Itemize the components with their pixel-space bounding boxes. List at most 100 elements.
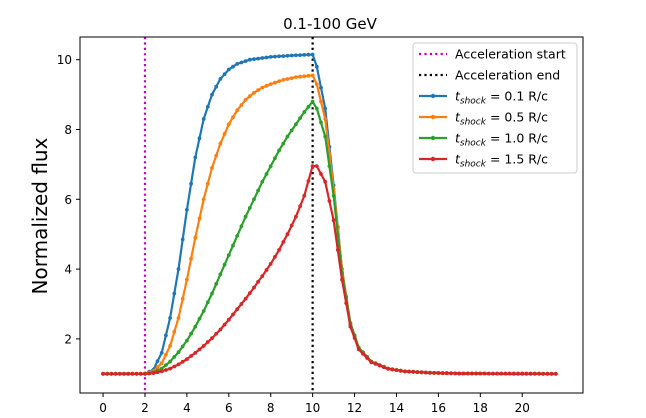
series-0-point-13 <box>155 359 160 364</box>
series-3-point-22 <box>193 351 198 355</box>
series-3-point-51 <box>314 164 319 169</box>
series-2-point-32 <box>235 234 240 238</box>
series-3-point-18 <box>176 362 181 367</box>
series-2-point-45 <box>289 128 294 133</box>
series-3-point-45 <box>289 223 294 228</box>
legend: Acceleration start Acceleration end tshock… <box>412 42 578 174</box>
series-1-point-47 <box>298 74 302 79</box>
series-1-point-20 <box>185 277 189 282</box>
x-tick-label-8: 16 <box>431 401 446 415</box>
series-1-point-31 <box>231 115 235 120</box>
series-3-point-2 <box>109 371 114 376</box>
series-0-point-50 <box>310 52 315 57</box>
legend-series-label-0: tshock = 0.1 R/c <box>455 89 548 107</box>
series-1-point-23 <box>197 216 202 221</box>
series-2-point-29 <box>222 262 227 267</box>
series-3-point-92 <box>486 371 491 376</box>
y-tick-label-0: 2 <box>64 332 72 346</box>
series-3-point-3 <box>113 371 118 376</box>
series-3-point-20 <box>185 357 189 361</box>
series-3-point-72 <box>403 369 407 374</box>
series-3-point-16 <box>168 366 173 371</box>
series-2-point-17 <box>172 355 177 359</box>
series-1-point-19 <box>180 296 185 301</box>
series-2-point-39 <box>264 172 269 176</box>
series-1-point-33 <box>239 103 244 107</box>
series-0-point-26 <box>210 92 214 97</box>
series-2-point-23 <box>197 316 202 321</box>
legend-series-label-3: tshock = 1.5 R/c <box>455 152 548 170</box>
series-0-point-51 <box>314 64 319 69</box>
series-2-point-21 <box>189 331 194 336</box>
series-1-point-53 <box>323 117 328 121</box>
series-1-point-25 <box>205 181 210 186</box>
series-3-point-49 <box>306 179 311 183</box>
series-3-point-84 <box>453 371 458 376</box>
series-3-point-79 <box>432 371 437 375</box>
vertical-lines <box>143 37 314 393</box>
series-3-point-26 <box>210 336 214 341</box>
y-tick-label-3: 8 <box>64 123 72 137</box>
series-1-point-26 <box>210 166 214 170</box>
series-3-point-21 <box>189 354 194 358</box>
series-3-point-60 <box>352 336 357 340</box>
series-3-point-108 <box>553 371 558 376</box>
series-0-point-41 <box>273 54 277 59</box>
series-3-point-76 <box>419 370 424 375</box>
series-1-point-35 <box>247 94 252 99</box>
legend-series-marker-3 <box>430 156 436 162</box>
series-3-point-0 <box>101 371 105 376</box>
series-0-point-30 <box>226 67 231 72</box>
series-3-point-104 <box>537 371 541 376</box>
series-3-point-97 <box>507 371 512 376</box>
series-3-point-80 <box>436 371 441 375</box>
series-0-point-19 <box>180 237 185 242</box>
series-3-point-5 <box>122 371 126 376</box>
series-2-point-34 <box>243 214 248 219</box>
series-3-point-35 <box>247 291 252 296</box>
series-0-point-42 <box>277 54 281 59</box>
series-0-point-17 <box>172 291 177 296</box>
legend-box <box>412 42 578 174</box>
series-1-point-49 <box>306 73 311 78</box>
series-1-point-44 <box>285 77 290 81</box>
series-3-point-48 <box>302 193 307 198</box>
series-0-point-34 <box>243 59 248 63</box>
series-3-point-93 <box>491 371 495 376</box>
series-0-point-15 <box>164 333 168 338</box>
series-1-point-42 <box>277 79 281 84</box>
x-axis: 0 2 4 6 8 10 12 14 16 18 20 <box>99 393 530 415</box>
series-layer <box>101 52 558 376</box>
series-2-point-15 <box>164 363 168 367</box>
x-tick-label-0: 0 <box>99 401 107 415</box>
series-0-point-43 <box>281 54 286 58</box>
series-2-point-54 <box>327 164 332 169</box>
plot-frame <box>79 36 584 394</box>
series-1-point-16 <box>168 344 173 348</box>
series-1-point-38 <box>260 85 265 90</box>
series-3-point-54 <box>327 199 332 203</box>
series-3-point-96 <box>503 371 508 376</box>
series-3-point-53 <box>323 179 328 184</box>
series-2-point-38 <box>260 179 265 184</box>
series-1-point-48 <box>302 74 307 79</box>
series-1-point-52 <box>319 99 323 104</box>
series-3-point-11 <box>147 371 152 376</box>
series-3-point-41 <box>273 255 277 259</box>
series-0-point-36 <box>252 57 256 61</box>
series-3-point-30 <box>226 317 231 322</box>
series-3-point-59 <box>348 324 353 329</box>
series-3-point-6 <box>126 371 131 376</box>
series-3-point-98 <box>511 371 516 376</box>
series-3-point-103 <box>532 371 537 376</box>
series-3-point-7 <box>130 371 135 376</box>
series-0-point-20 <box>185 207 189 212</box>
series-3-point-65 <box>373 362 378 366</box>
x-tick-label-5: 10 <box>305 401 320 415</box>
series-3-point-27 <box>214 331 219 336</box>
series-3-point-46 <box>294 214 298 219</box>
series-3-point-29 <box>222 322 227 327</box>
series-0-point-24 <box>201 117 206 121</box>
series-0-point-46 <box>294 53 298 58</box>
